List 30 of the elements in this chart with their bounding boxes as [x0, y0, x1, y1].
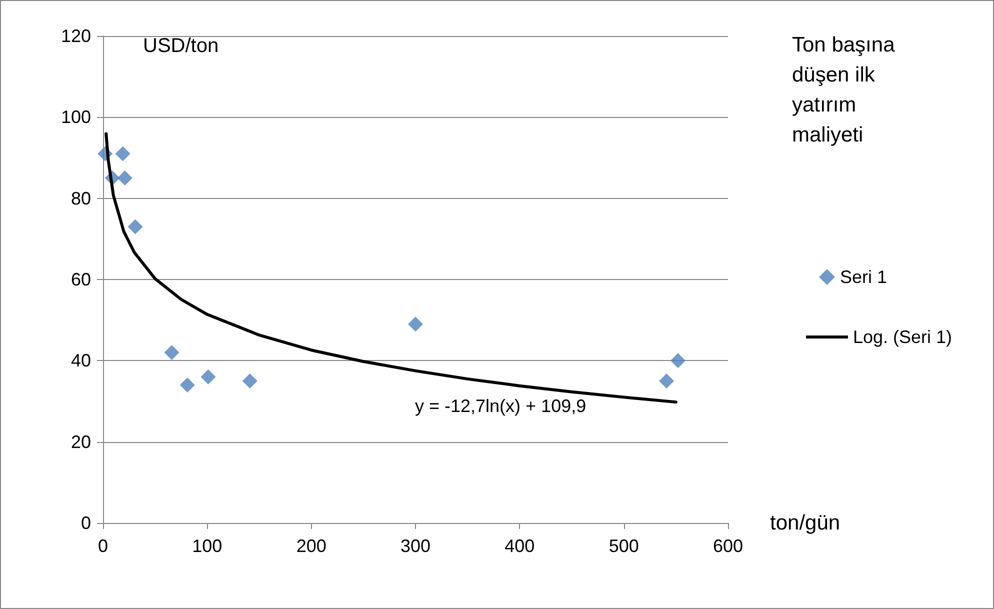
point — [242, 373, 258, 388]
text: Ton başına düşen ilk yatırım maliyeti — [792, 34, 901, 146]
point — [200, 369, 216, 384]
y-tick-label: 120 — [60, 26, 91, 46]
point — [115, 146, 130, 162]
point — [164, 345, 180, 360]
y-axis-title: USD/ton — [143, 35, 219, 57]
point — [128, 219, 143, 234]
x-tick-label: 300 — [400, 536, 431, 556]
y-tick-label: 80 — [70, 188, 91, 208]
x-axis-title: ton/gün — [770, 512, 840, 534]
x-tick-label: 500 — [608, 536, 639, 556]
legend-label: Log. (Seri 1) — [853, 327, 952, 347]
y-tick-label: 20 — [70, 432, 91, 452]
x-tick-label: 0 — [98, 536, 108, 556]
legend-label: Seri 1 — [840, 267, 888, 287]
annotation: y = -12,7ln(x) + 109,9 — [415, 396, 586, 416]
point — [117, 170, 132, 186]
x-tick-label: 600 — [712, 536, 744, 556]
point — [408, 316, 423, 332]
y-tick-label: 60 — [70, 270, 91, 290]
x-tick-label: 400 — [504, 536, 535, 556]
point — [670, 353, 686, 368]
x-tick-label: 100 — [192, 536, 222, 556]
y-tick-label: 0 — [80, 513, 91, 533]
y-tick-label: 40 — [70, 350, 91, 371]
x-tick-label: 200 — [296, 536, 326, 556]
y-tick-label: 100 — [60, 107, 91, 128]
point — [659, 373, 674, 388]
point — [180, 378, 195, 393]
